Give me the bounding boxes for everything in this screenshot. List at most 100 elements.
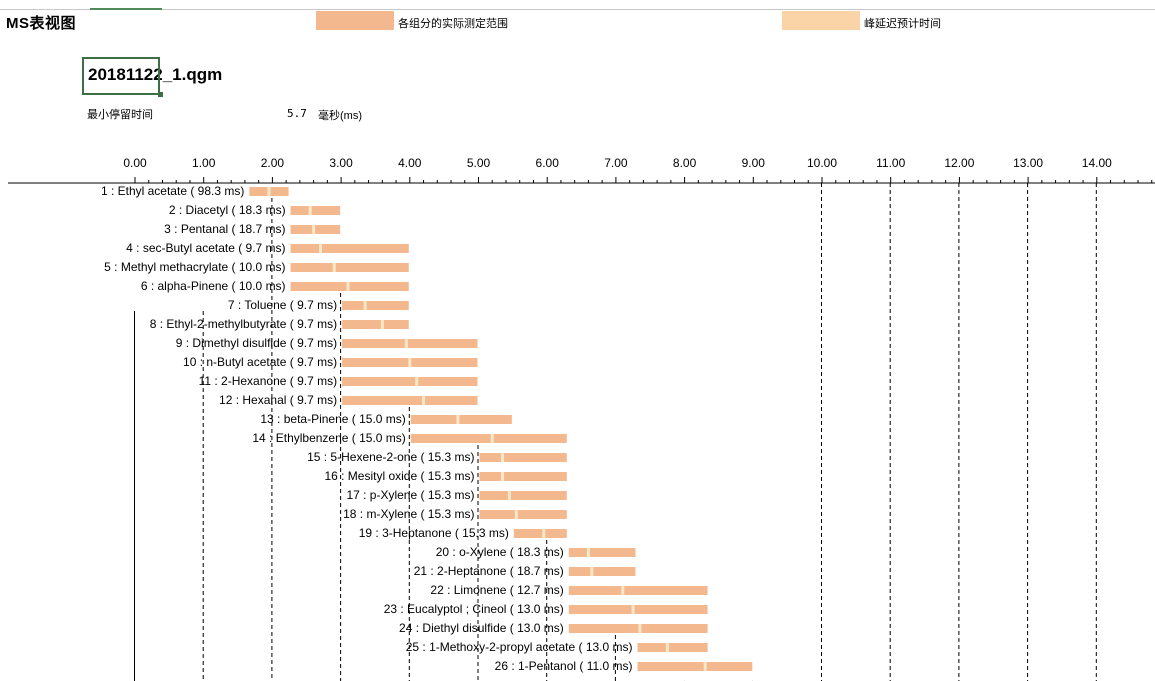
peak-marker xyxy=(542,529,546,538)
compound-label: 17 : p-Xylene ( 15.3 ms) xyxy=(346,488,474,502)
top-divider xyxy=(0,9,1155,10)
range-bar xyxy=(410,434,567,443)
compound-label: 26 : 1-Pentanol ( 11.0 ms) xyxy=(495,659,633,673)
compound-label: 1 : Ethyl acetate ( 98.3 ms) xyxy=(101,184,244,198)
compound-label: 3 : Pentanal ( 18.7 ms) xyxy=(164,222,285,236)
range-bar xyxy=(342,301,409,310)
x-tick-label: 3.00 xyxy=(329,156,353,170)
peak-marker xyxy=(308,206,312,215)
compound-label: 22 : Limonene ( 12.7 ms) xyxy=(430,583,563,597)
compound-label: 5 : Methyl methacrylate ( 10.0 ms) xyxy=(104,260,285,274)
peak-marker xyxy=(422,396,426,405)
range-bar xyxy=(342,339,478,348)
peak-marker xyxy=(631,605,635,614)
legend-swatch-actual-range xyxy=(316,11,394,30)
range-bar xyxy=(568,624,708,633)
range-bar xyxy=(637,662,753,671)
range-bar xyxy=(568,586,708,595)
compound-label: 25 : 1-Methoxy-2-propyl acetate ( 13.0 m… xyxy=(406,640,633,654)
x-tick-label: 7.00 xyxy=(604,156,628,170)
compound-label: 4 : sec-Butyl acetate ( 9.7 ms) xyxy=(126,241,285,255)
compound-label: 6 : alpha-Pinene ( 10.0 ms) xyxy=(141,279,286,293)
peak-marker xyxy=(456,415,460,424)
compound-label: 2 : Diacetyl ( 18.3 ms) xyxy=(169,203,286,217)
compound-label: 10 : n-Butyl acetate ( 9.7 ms) xyxy=(183,355,337,369)
compound-label: 12 : Hexanal ( 9.7 ms) xyxy=(219,393,337,407)
range-bar xyxy=(568,548,636,557)
compound-label: 24 : Diethyl disulfide ( 13.0 ms) xyxy=(399,621,564,635)
active-tab-indicator xyxy=(90,8,162,10)
compound-label: 20 : o-Xylene ( 18.3 ms) xyxy=(436,545,564,559)
x-tick-label: 2.00 xyxy=(261,156,285,170)
peak-marker xyxy=(586,548,590,557)
range-bar xyxy=(479,510,567,519)
view-title: MS表视图 xyxy=(6,15,77,32)
legend-swatch-delay-time xyxy=(782,11,860,30)
peak-marker xyxy=(514,510,518,519)
range-bar xyxy=(290,225,341,234)
range-bar xyxy=(410,415,512,424)
compound-label: 18 : m-Xylene ( 15.3 ms) xyxy=(343,507,474,521)
compound-label: 8 : Ethyl-2-methylbutyrate ( 9.7 ms) xyxy=(150,317,337,331)
peak-marker xyxy=(590,567,594,576)
peak-marker xyxy=(318,244,322,253)
range-bar xyxy=(342,320,409,329)
peak-marker xyxy=(312,225,316,234)
x-tick-label: 14.00 xyxy=(1082,156,1112,170)
peak-marker xyxy=(332,263,336,272)
x-tick-label: 4.00 xyxy=(398,156,422,170)
x-tick-label: 11.00 xyxy=(876,156,905,170)
compound-label: 13 : beta-Pinene ( 15.0 ms) xyxy=(260,412,405,426)
peak-marker xyxy=(380,320,384,329)
peak-marker xyxy=(490,434,494,443)
peak-marker xyxy=(363,301,367,310)
x-tick-label: 6.00 xyxy=(536,156,560,170)
range-bar xyxy=(513,529,567,538)
range-bar xyxy=(479,453,567,462)
range-bar xyxy=(290,244,409,253)
legend-label-actual-range: 各组分的实际测定范围 xyxy=(398,18,508,30)
peak-marker xyxy=(501,472,505,481)
x-tick-label: 1.00 xyxy=(192,156,216,170)
peak-marker xyxy=(267,187,271,196)
file-name: 20181122_1.qgm xyxy=(88,65,223,84)
peak-marker xyxy=(621,586,625,595)
compound-label: 11 : 2-Hexanone ( 9.7 ms) xyxy=(199,374,338,388)
peak-marker xyxy=(507,491,511,500)
compound-label: 9 : Dimethyl disulfide ( 9.7 ms) xyxy=(176,336,337,350)
legend-label-delay-time: 峰延迟预计时间 xyxy=(864,18,941,30)
peak-marker xyxy=(408,358,412,367)
fill-handle[interactable] xyxy=(158,92,163,97)
x-tick-label: 0.00 xyxy=(123,156,147,170)
compound-label: 7 : Toluene ( 9.7 ms) xyxy=(228,298,337,312)
peak-marker xyxy=(404,339,408,348)
compound-label: 23 : Eucalyptol ; Cineol ( 13.0 ms) xyxy=(384,602,564,616)
peak-marker xyxy=(501,453,505,462)
min-dwell-label: 最小停留时间 xyxy=(87,109,153,121)
peak-marker xyxy=(703,662,707,671)
peak-marker xyxy=(638,624,642,633)
x-tick-label: 12.00 xyxy=(944,156,974,170)
range-bar xyxy=(290,206,341,215)
compound-label: 15 : 5-Hexene-2-one ( 15.3 ms) xyxy=(307,450,474,464)
x-tick-label: 8.00 xyxy=(673,156,697,170)
range-bar xyxy=(479,472,567,481)
peak-marker xyxy=(415,377,419,386)
min-dwell-value: 5.7 xyxy=(287,107,307,120)
min-dwell-unit: 毫秒(ms) xyxy=(318,110,362,122)
x-tick-label: 9.00 xyxy=(742,156,766,170)
compound-label: 19 : 3-Heptanone ( 15.3 ms) xyxy=(359,526,509,540)
x-tick-label: 10.00 xyxy=(807,156,837,170)
peak-marker xyxy=(665,643,669,652)
selected-cell[interactable] xyxy=(82,57,160,95)
range-bar xyxy=(568,605,708,614)
compound-label: 16 : Mesityl oxide ( 15.3 ms) xyxy=(324,469,474,483)
peak-marker xyxy=(346,282,350,291)
range-bar xyxy=(479,491,567,500)
range-bar xyxy=(290,263,409,272)
range-bar xyxy=(568,567,636,576)
compound-label: 14 : Ethylbenzene ( 15.0 ms) xyxy=(252,431,405,445)
compound-label: 21 : 2-Heptanone ( 18.7 ms) xyxy=(414,564,564,578)
